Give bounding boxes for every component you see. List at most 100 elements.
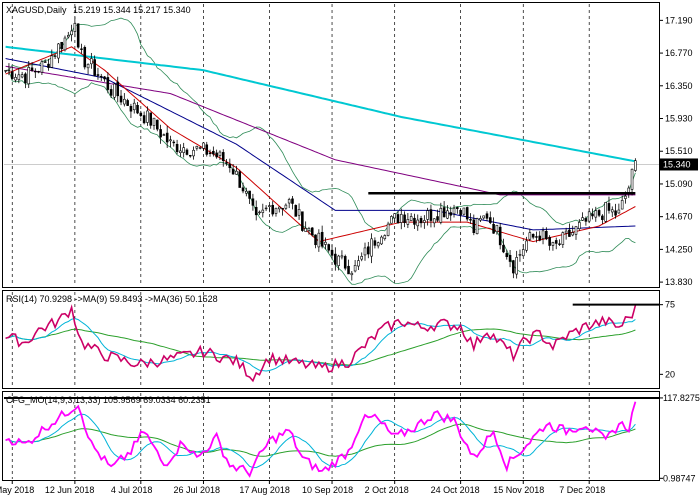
x-tick-label: 10 Sep 2018 — [302, 485, 353, 495]
candle — [287, 197, 291, 209]
candle — [390, 215, 393, 224]
candle — [103, 75, 106, 82]
candle — [630, 168, 634, 196]
candle — [541, 227, 545, 245]
candle — [17, 68, 21, 84]
candle — [472, 214, 476, 236]
candle — [617, 203, 621, 214]
candle — [515, 250, 518, 279]
candle — [294, 204, 298, 217]
candle — [376, 241, 380, 249]
candle — [10, 66, 14, 80]
x-tick-label: 7 Dec 2018 — [559, 485, 605, 495]
candle — [416, 214, 420, 231]
cfg-signal-line — [5, 413, 636, 469]
candle — [578, 219, 581, 231]
candle — [531, 233, 535, 240]
candle — [123, 93, 126, 107]
rsi-axis: 75 20 — [659, 300, 675, 379]
candle — [337, 254, 340, 271]
candle — [80, 43, 83, 54]
candle — [462, 207, 466, 216]
candle — [30, 62, 34, 72]
candle — [475, 217, 479, 235]
candle — [93, 55, 96, 77]
candle — [198, 146, 202, 150]
candle — [50, 49, 54, 69]
candle — [525, 236, 528, 253]
candle — [212, 146, 215, 157]
candle — [380, 235, 383, 246]
candle — [277, 206, 281, 213]
candle — [485, 211, 489, 222]
candle — [601, 214, 604, 225]
last-price-box — [660, 158, 698, 171]
x-tick-label: 24 Oct 2018 — [431, 485, 480, 495]
candle — [116, 76, 120, 103]
cfg-y-tick-label: 117.8275 — [663, 393, 700, 403]
candle — [429, 204, 433, 228]
candle — [225, 159, 228, 166]
candle — [34, 68, 37, 79]
candle — [221, 149, 225, 167]
candle — [142, 111, 146, 125]
rsi-line — [5, 304, 637, 383]
candle — [139, 110, 143, 118]
candle — [172, 139, 176, 147]
y-tick-label: 13.830 — [665, 277, 693, 287]
candle — [620, 195, 624, 210]
candle — [634, 158, 637, 172]
date-axis: 21 May 2018 12 Jun 2018 4 Jul 2018 26 Jul 2… — [0, 480, 605, 495]
cfg-vertical-grid — [11, 393, 590, 479]
candle — [545, 227, 548, 241]
candle — [99, 73, 103, 82]
candle — [43, 59, 47, 63]
candle — [505, 249, 509, 260]
candle — [502, 238, 505, 254]
y-tick-label: 16.350 — [665, 81, 693, 91]
chart-title: XAGUSD,Daily — [6, 5, 67, 15]
candle — [228, 158, 232, 173]
candle — [83, 45, 87, 70]
candle — [581, 212, 584, 221]
candle — [37, 70, 40, 74]
candle — [109, 85, 113, 99]
candle — [4, 70, 7, 73]
candle — [528, 228, 532, 242]
candlesticks — [4, 16, 637, 281]
y-tick-label: 15.090 — [665, 179, 693, 189]
candle — [301, 211, 304, 232]
candle — [264, 205, 268, 212]
candle — [235, 165, 238, 175]
candle — [512, 259, 515, 279]
candle — [469, 213, 472, 224]
candle — [357, 255, 360, 270]
cfg-panel-frame — [2, 391, 660, 481]
candle — [251, 193, 255, 211]
x-tick-label: 26 Jul 2018 — [173, 485, 220, 495]
candle — [551, 241, 555, 251]
candle — [508, 249, 512, 268]
candle — [162, 133, 166, 136]
x-tick-label: 2 Oct 2018 — [365, 485, 409, 495]
candle — [152, 117, 156, 130]
rsi-label: RSI(14) 70.9298 ->MA(9) 59.8493 ->MA(36)… — [6, 294, 218, 304]
candle — [205, 141, 209, 157]
candle — [149, 112, 153, 129]
x-tick-label: 21 May 2018 — [0, 485, 34, 495]
cfg-lines — [5, 401, 637, 478]
candle — [492, 217, 495, 234]
candle — [179, 144, 182, 157]
candle — [449, 206, 453, 221]
candle — [386, 221, 390, 237]
price-panel-title: XAGUSD,Daily 15.219 15.344 15.217 15.340 — [6, 5, 191, 15]
candle — [215, 149, 218, 159]
candle — [587, 208, 591, 224]
rsi-y-tick-label: 20 — [665, 369, 675, 379]
candle — [261, 203, 265, 218]
candle — [241, 182, 245, 194]
moving-average-line — [5, 58, 636, 231]
candle — [571, 225, 574, 237]
candle — [350, 271, 354, 281]
moving-average-line — [5, 65, 636, 196]
